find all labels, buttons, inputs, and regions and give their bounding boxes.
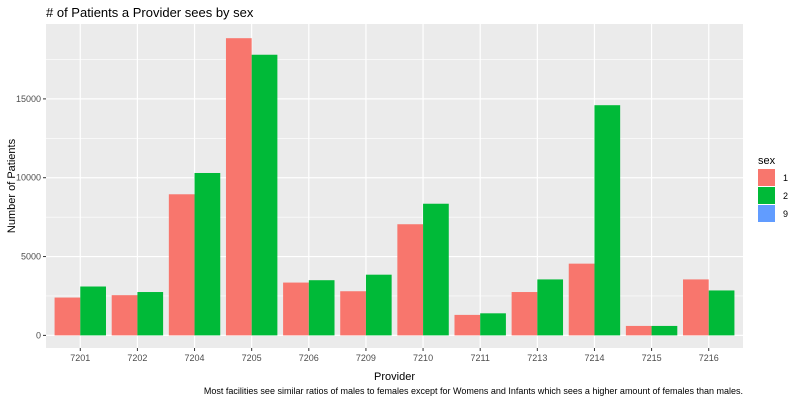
bar-7209-sex-2 — [365, 274, 392, 336]
x-tick-label: 7205 — [242, 353, 262, 363]
x-tick-label: 7214 — [584, 353, 604, 363]
x-tick-label: 7215 — [642, 353, 662, 363]
bar-7214-sex-1 — [568, 263, 595, 336]
x-tick-label: 7206 — [299, 353, 319, 363]
x-tick-label: 7202 — [127, 353, 147, 363]
x-tick-label: 7209 — [356, 353, 376, 363]
bar-7206-sex-1 — [283, 282, 309, 336]
bar-7202-sex-2 — [137, 292, 164, 336]
y-tick-label: 0 — [36, 330, 41, 340]
y-axis-title: Number of Patients — [6, 138, 18, 233]
bar-7215-sex-1 — [625, 325, 652, 336]
bar-7216-sex-1 — [683, 279, 709, 336]
x-tick-label: 7201 — [70, 353, 90, 363]
bar-7213-sex-1 — [511, 292, 538, 336]
legend-label-2: 2 — [783, 191, 788, 201]
bar-7211-sex-2 — [480, 313, 506, 336]
y-tick-label: 5000 — [21, 252, 41, 262]
bar-7216-sex-2 — [708, 290, 735, 336]
bar-7209-sex-1 — [340, 291, 366, 336]
chart-title: # of Patients a Provider sees by sex — [46, 5, 254, 20]
y-tick-label: 15000 — [16, 94, 41, 104]
bar-7213-sex-2 — [537, 279, 564, 336]
bar-7201-sex-1 — [54, 297, 81, 336]
bar-7210-sex-2 — [423, 203, 449, 336]
legend-title: sex — [758, 155, 776, 167]
bar-7206-sex-2 — [308, 280, 335, 336]
legend-key-2 — [758, 187, 775, 204]
x-axis-title: Provider — [374, 371, 415, 383]
x-tick-label: 7211 — [471, 353, 490, 363]
y-axis: 0 5000 10000 15000 — [16, 94, 46, 340]
x-tick-label: 7213 — [527, 353, 547, 363]
chart-caption: Most facilities see similar ratios of ma… — [204, 386, 743, 396]
x-tick-label: 7210 — [413, 353, 433, 363]
bar-7205-sex-1 — [225, 38, 252, 336]
bars — [54, 38, 735, 336]
bar-7215-sex-2 — [651, 325, 678, 336]
x-axis: 7201 7202 7204 7205 7206 7209 7210 7211 7213 7214… — [70, 348, 719, 363]
legend-label-9: 9 — [783, 209, 788, 219]
x-tick-label: 7216 — [699, 353, 719, 363]
bar-7202-sex-1 — [111, 295, 138, 336]
bar-7214-sex-2 — [594, 105, 621, 336]
bar-7204-sex-1 — [168, 194, 195, 336]
x-tick-label: 7204 — [185, 353, 205, 363]
bar-7211-sex-1 — [454, 314, 481, 336]
bar-7210-sex-1 — [397, 224, 424, 336]
bar-7205-sex-2 — [251, 54, 278, 336]
legend-key-1 — [758, 169, 775, 186]
bar-7201-sex-2 — [80, 286, 106, 336]
y-tick-label: 10000 — [16, 173, 41, 183]
legend: sex 1 2 9 — [758, 155, 788, 222]
legend-label-1: 1 — [783, 173, 788, 183]
bar-7204-sex-2 — [194, 172, 221, 336]
legend-key-9 — [758, 205, 775, 222]
